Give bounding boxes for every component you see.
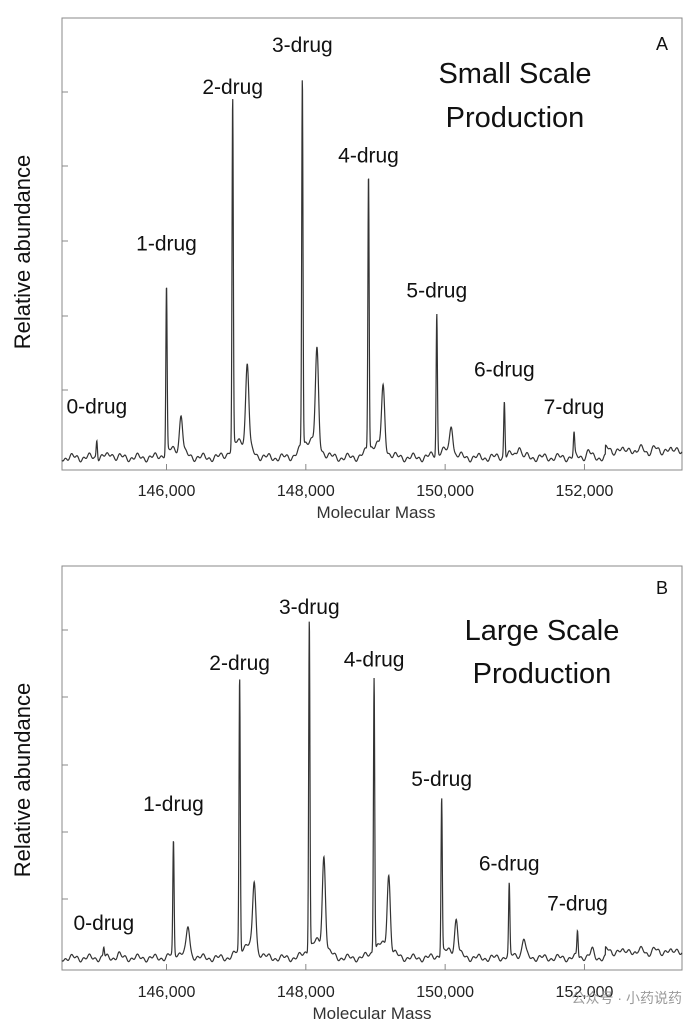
- panel-a-y-axis-label: Relative abundance: [10, 155, 35, 349]
- panel-a-peak-labels: 0-drug 1-drug 2-drug 3-drug 4-drug 5-drug 6-dr…: [66, 34, 604, 419]
- peak-label: 7-drug: [547, 892, 608, 915]
- peak-label: 3-drug: [272, 34, 333, 57]
- peak-label: 0-drug: [73, 912, 134, 935]
- panel-a-x-axis-label: Molecular Mass: [316, 503, 435, 522]
- peak-label: 6-drug: [474, 359, 535, 382]
- x-tick-label: 148,000: [277, 984, 335, 1001]
- peak-label: 0-drug: [66, 396, 127, 419]
- panel-b-scale-title-line2: Production: [473, 658, 612, 690]
- panel-a-yticks: [62, 91, 68, 391]
- peak-label: 7-drug: [544, 396, 605, 419]
- x-tick-label: 152,000: [556, 483, 614, 500]
- panel-b-frame: [61, 565, 683, 971]
- watermark: 公众号 · 小药说药: [572, 990, 682, 1006]
- panel-b-peak-labels: 0-drug 1-drug 2-drug 3-drug 4-drug 5-drug 6-dr…: [73, 596, 607, 935]
- peak-label: 4-drug: [344, 648, 405, 671]
- peak-label: 2-drug: [209, 652, 270, 675]
- panel-a-scale-title-line2: Production: [446, 102, 585, 134]
- peak-label: 1-drug: [136, 233, 197, 256]
- peak-label: 3-drug: [279, 596, 340, 619]
- peak-label: 5-drug: [406, 279, 467, 302]
- panel-b: 146,000 148,000 150,000 152,000 0-drug 1-dru…: [10, 565, 683, 1023]
- panel-b-xticks: 146,000 148,000 150,000 152,000: [138, 964, 614, 1001]
- peak-label: 1-drug: [143, 793, 204, 816]
- x-tick-label: 150,000: [416, 483, 474, 500]
- panel-b-y-axis-label: Relative abundance: [10, 683, 35, 877]
- panel-b-letter: B: [656, 578, 668, 598]
- x-tick-label: 146,000: [138, 483, 196, 500]
- x-tick-label: 148,000: [277, 483, 335, 500]
- x-tick-label: 146,000: [138, 984, 196, 1001]
- panel-b-x-axis-label: Molecular Mass: [312, 1004, 431, 1023]
- panel-a: 146,000 148,000 150,000 152,000 0-drug 1-dru…: [10, 17, 683, 522]
- panel-a-letter: A: [656, 34, 668, 54]
- panel-a-frame: [61, 17, 683, 471]
- peak-label: 5-drug: [411, 768, 472, 791]
- panel-a-scale-title-line1: Small Scale: [438, 58, 591, 90]
- panel-a-xticks: 146,000 148,000 150,000 152,000: [138, 464, 614, 500]
- panel-b-scale-title-line1: Large Scale: [465, 615, 620, 647]
- panel-a-spectrum-line: [61, 80, 683, 463]
- peak-label: 2-drug: [202, 76, 263, 99]
- x-tick-label: 150,000: [416, 984, 474, 1001]
- x-tick-label: 152,000: [556, 984, 614, 1001]
- panel-b-spectrum-line: [61, 621, 683, 963]
- peak-label: 4-drug: [338, 145, 399, 168]
- panel-b-yticks: [62, 629, 68, 900]
- peak-label: 6-drug: [479, 852, 540, 875]
